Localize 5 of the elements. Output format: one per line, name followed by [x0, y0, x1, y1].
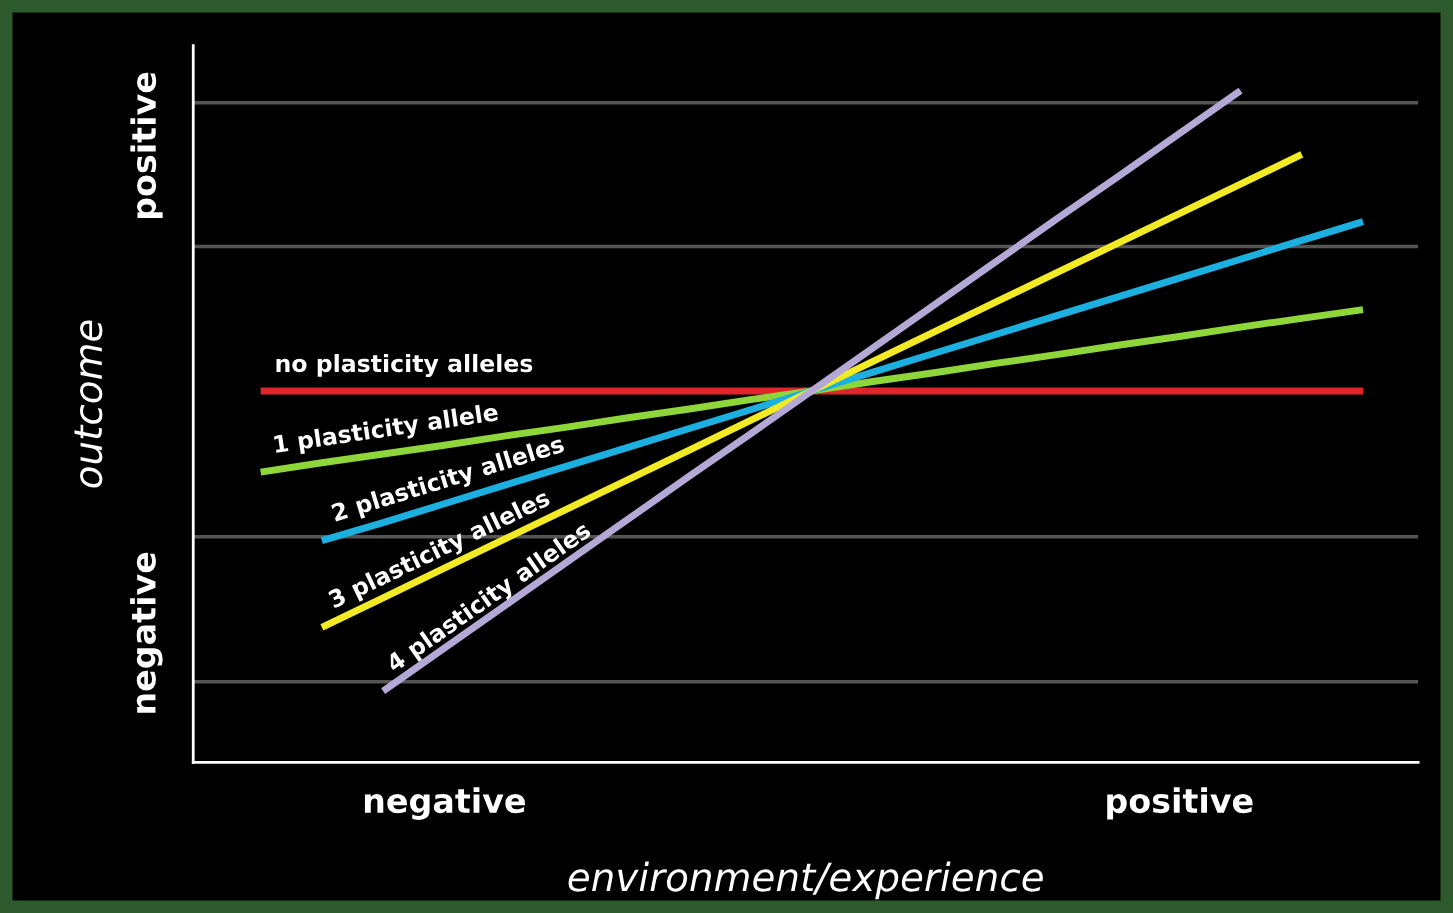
text: positive: [130, 72, 163, 219]
y-axis-title: outcome: [74, 320, 103, 488]
x-axis-title: environment/experience: [568, 861, 1043, 900]
series-label: no plasticity alleles: [276, 353, 533, 378]
text: negative: [130, 552, 163, 713]
